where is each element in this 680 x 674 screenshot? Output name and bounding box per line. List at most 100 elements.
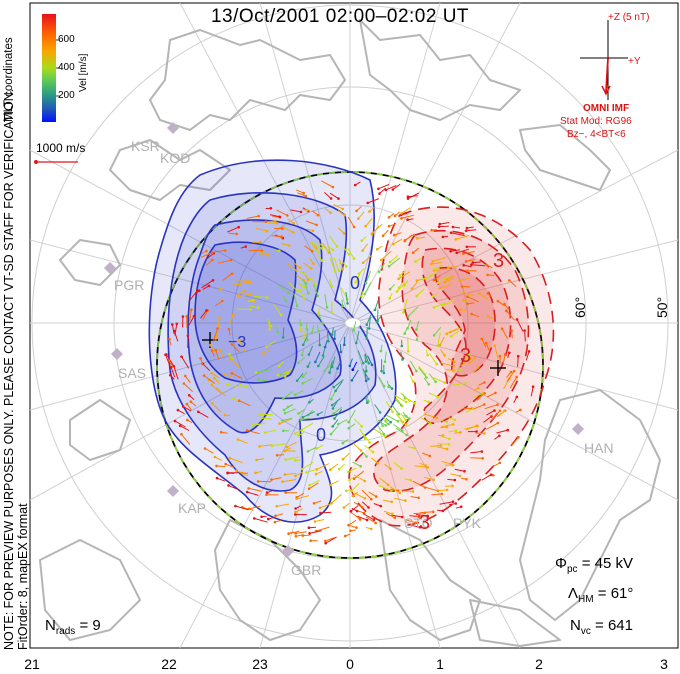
vector-origin	[276, 373, 280, 377]
velocity-vector	[497, 300, 506, 307]
vector-origin	[372, 518, 376, 521]
velocity-vector	[362, 368, 369, 380]
vector-origin	[175, 322, 179, 326]
velocity-vector	[413, 512, 425, 515]
velocity-vector	[442, 299, 455, 306]
vector-origin	[281, 336, 285, 339]
vector-origin	[397, 286, 401, 290]
vector-origin	[329, 397, 333, 401]
vector-origin	[431, 260, 435, 263]
velocity-vector	[404, 234, 413, 242]
vector-origin	[415, 279, 419, 282]
velocity-vector	[405, 519, 416, 524]
vector-origin	[274, 514, 277, 518]
vector-origin	[256, 480, 260, 483]
vector-origin	[496, 299, 500, 303]
vector-origin	[257, 214, 261, 218]
vector-origin	[331, 403, 334, 407]
velocity-vector	[359, 428, 366, 439]
velocity-vector	[371, 223, 383, 234]
velocity-vector	[362, 243, 369, 251]
vector-origin	[260, 416, 264, 420]
vector-origin	[299, 329, 303, 333]
vector-origin	[312, 262, 315, 266]
velocity-vector	[365, 516, 376, 524]
velocity-vector	[254, 517, 268, 523]
vector-origin	[363, 292, 367, 296]
velocity-vector	[460, 358, 471, 367]
vector-origin	[443, 354, 447, 357]
vector-origin	[459, 431, 462, 434]
vector-origin	[337, 197, 340, 200]
vector-origin	[508, 351, 511, 355]
velocity-vector	[433, 302, 447, 308]
vector-origin	[249, 292, 253, 296]
vector-origin	[312, 502, 316, 505]
vector-origin	[184, 374, 187, 378]
vector-origin	[249, 308, 252, 311]
velocity-vector	[216, 388, 227, 397]
velocity-vector	[313, 283, 319, 296]
vector-origin	[334, 389, 337, 393]
vector-origin	[310, 249, 314, 253]
vector-origin	[254, 471, 257, 475]
vector-origin	[337, 269, 341, 272]
velocity-vector	[211, 372, 220, 379]
velocity-vector	[436, 446, 448, 450]
vector-origin	[429, 422, 432, 425]
velocity-vector	[211, 402, 222, 413]
vector-origin	[443, 381, 447, 384]
vector-origin	[404, 499, 407, 502]
vector-origin	[462, 252, 465, 255]
vector-origin	[341, 267, 345, 271]
velocity-vector	[310, 242, 319, 253]
vector-origin	[435, 362, 439, 366]
vector-origin	[229, 258, 233, 262]
velocity-vector	[302, 411, 315, 418]
velocity-vector	[445, 369, 454, 371]
vector-origin	[307, 526, 311, 529]
vector-origin	[445, 420, 449, 424]
velocity-vector	[524, 330, 526, 342]
velocity-vector	[202, 363, 211, 372]
vector-origin	[306, 365, 310, 368]
velocity-vector	[222, 273, 233, 281]
contour-label: 0	[350, 273, 361, 293]
vector-origin	[345, 265, 348, 268]
vector-origin	[401, 429, 404, 432]
vector-origin	[242, 289, 246, 293]
velocity-vector	[340, 287, 348, 300]
velocity-vector	[318, 242, 329, 251]
vector-origin	[231, 397, 235, 400]
velocity-vector	[362, 433, 371, 443]
vector-origin	[365, 369, 368, 373]
velocity-vector	[389, 255, 399, 263]
velocity-vector	[269, 214, 280, 218]
vector-origin	[315, 468, 319, 471]
vector-origin	[359, 465, 363, 468]
vector-origin	[287, 291, 290, 295]
velocity-vector	[481, 474, 492, 481]
velocity-vector	[419, 416, 431, 425]
vector-origin	[296, 289, 299, 293]
velocity-vector	[212, 328, 218, 342]
vector-origin	[432, 278, 436, 282]
vector-origin	[319, 511, 322, 515]
velocity-vector	[486, 422, 499, 430]
vector-origin	[531, 385, 535, 389]
vector-origin	[386, 483, 390, 487]
velocity-vector	[285, 408, 296, 414]
vector-origin	[171, 323, 174, 326]
latitude-label-60: 60°	[572, 296, 588, 318]
vector-origin	[207, 284, 211, 288]
vector-origin	[265, 345, 268, 349]
velocity-vector	[378, 426, 385, 435]
velocity-vector	[215, 350, 220, 360]
velocity-vector	[314, 351, 321, 363]
vector-origin	[176, 408, 180, 412]
velocity-vector	[401, 207, 411, 214]
velocity-vector	[393, 238, 403, 245]
vector-origin	[447, 266, 450, 269]
vector-origin	[178, 424, 182, 428]
velocity-vector	[440, 423, 454, 428]
